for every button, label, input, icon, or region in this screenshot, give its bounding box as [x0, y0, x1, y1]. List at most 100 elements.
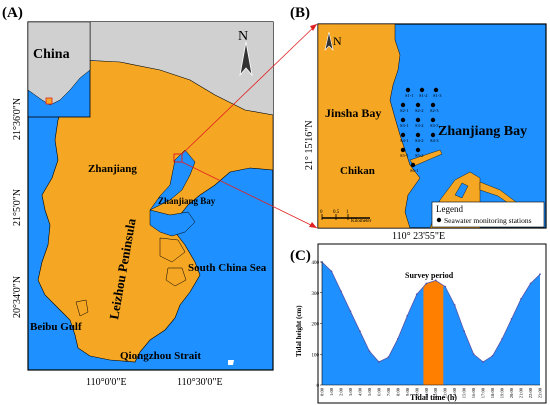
island	[159, 237, 186, 263]
tidal-point	[387, 356, 390, 359]
north-arrow-a-icon	[239, 41, 253, 77]
north-arrow-b: N	[324, 31, 342, 51]
station-label: S6-1	[410, 168, 419, 173]
place-label-jinsha-bay: Jinsha Bay	[325, 106, 381, 120]
station-marker	[430, 102, 436, 108]
station-label: S5-1	[400, 153, 409, 158]
station-marker	[400, 147, 406, 153]
legend-b: Legend Seawater monitoring stations	[431, 201, 545, 228]
x-tick-label: 12:00	[433, 387, 438, 398]
place-label-zhanjiang-bay: Zhanjiang Bay	[158, 196, 216, 206]
zoom-connector-bottom	[181, 161, 318, 229]
x-tick-label: 21:00	[519, 387, 524, 398]
station-markers: S1-1 S1-2 S1-3 S2-1 S2-2 S2-3 S3-1 S3-2 S3-3 S4-1…	[400, 87, 442, 173]
zhanjiang-bay-water	[149, 149, 196, 211]
x-tick-label: 2:00	[338, 387, 343, 396]
y-tick-label: 100	[312, 353, 320, 358]
north-arrow-b-label: N	[333, 34, 342, 48]
station-marker	[415, 147, 421, 153]
panel-b-land	[317, 23, 421, 229]
china-inset-land	[27, 21, 91, 106]
tidal-point	[425, 282, 428, 285]
panel-c: (C) 0 100 200 300 400 0:00 1:00 2:00 3:00 4:00 5:0…	[290, 243, 547, 404]
x-tick-label: 18:00	[490, 387, 495, 398]
lon-label-a-1: 110°0'0"E	[86, 377, 127, 388]
x-tick-label: 14:00	[452, 387, 457, 398]
panel-a: (A) China N Zhanjiang Leizhou Peninsula …	[2, 5, 274, 388]
panel-a-label: (A)	[2, 5, 23, 21]
legend-item: Seawater monitoring stations	[444, 216, 532, 225]
tidal-point	[368, 350, 371, 353]
x-tick-label: 9:00	[405, 387, 410, 396]
bay-inlet-water	[149, 209, 196, 237]
station-marker	[419, 87, 425, 93]
tidal-chart: 0 100 200 300 400 0:00 1:00 2:00 3:00 4:00 5:00 6:0…	[312, 261, 543, 398]
island	[228, 360, 234, 365]
station-marker	[430, 117, 436, 123]
tidal-point	[377, 361, 380, 363]
tidal-point	[340, 290, 342, 293]
tidal-point	[453, 304, 456, 306]
tidal-point	[501, 337, 503, 340]
legend-title: Legend	[436, 204, 463, 214]
zoom-box	[173, 153, 183, 163]
lat-label-b: 21° 15'16"N	[304, 120, 315, 170]
chart-annotation: Survey period	[405, 271, 454, 280]
scale-bar: 0 0.5 1 Kilometer	[320, 210, 372, 224]
station-label: S2-2	[415, 108, 424, 113]
lon-label-b: 110° 23'55"E	[392, 231, 445, 242]
zoom-connector-arrow-top	[310, 24, 317, 31]
leizhou-peninsula-land	[37, 59, 274, 363]
station-label: S3-2	[415, 123, 424, 128]
station-label: S4-2	[415, 138, 424, 143]
tidal-point	[359, 330, 361, 333]
station-label: S4-3	[430, 138, 439, 143]
tidal-point	[349, 310, 352, 313]
tidal-point	[444, 285, 447, 288]
x-tick-label: 13:00	[443, 387, 448, 398]
x-tick-label: 17:00	[481, 387, 486, 398]
station-label: S2-3	[430, 108, 439, 113]
place-label-south-china-sea: South China Sea	[188, 262, 267, 274]
y-tick-label: 200	[312, 323, 320, 328]
station-label: S3-1	[400, 123, 409, 128]
station-marker	[415, 132, 421, 138]
x-tick-label: 3:00	[348, 387, 353, 396]
place-label-beibu-gulf: Beibu Gulf	[30, 321, 82, 333]
y-tick-label: 0	[317, 384, 320, 389]
lat-label-a-2: 21°5'0"N	[12, 189, 23, 226]
station-label: S1-2	[419, 93, 428, 98]
station-label: S1-3	[433, 93, 442, 98]
chart-ylabel: Tidal height (cm)	[295, 305, 303, 357]
x-tick-label: 7:00	[386, 387, 391, 396]
place-label-chikan: Chikan	[340, 165, 375, 177]
tidal-point	[539, 273, 541, 276]
y-tick-label: 300	[312, 292, 320, 297]
x-tick-label: 5:00	[367, 387, 372, 396]
x-tick-label: 0:00	[320, 387, 325, 396]
station-label: S2-1	[400, 108, 409, 113]
tidal-point	[472, 353, 475, 356]
station-label: S5-2	[415, 153, 424, 158]
y-tick-label: 400	[312, 261, 320, 266]
north-arrow-a: N	[238, 29, 253, 77]
x-tick-label: 6:00	[376, 387, 381, 396]
panel-b-label: (B)	[290, 5, 310, 21]
station-marker	[415, 117, 421, 123]
port-basin	[454, 182, 469, 199]
tidal-point	[491, 354, 494, 357]
place-label-zhanjiang-bay-b: Zhanjiang Bay	[438, 124, 527, 139]
station-label: S4-1	[400, 138, 409, 143]
x-tick-label: 16:00	[471, 387, 476, 398]
north-arrow-b-icon	[324, 31, 334, 51]
panel-c-label: (C)	[290, 248, 311, 264]
tidal-point	[482, 361, 485, 363]
x-tick-label: 11:00	[424, 387, 429, 398]
panel-b: (B) N S1-1 S1-2 S1-3 S2-1 S2-2 S2-3 S3-1 S3-2 S3…	[290, 5, 547, 242]
place-label-zhanjiang: Zhanjiang	[88, 163, 137, 175]
tidal-point	[330, 270, 333, 273]
lon-label-a-2: 110°30'0"E	[177, 377, 223, 388]
x-tick-label: 23:00	[538, 387, 543, 398]
x-tick-label: 20:00	[509, 387, 514, 398]
